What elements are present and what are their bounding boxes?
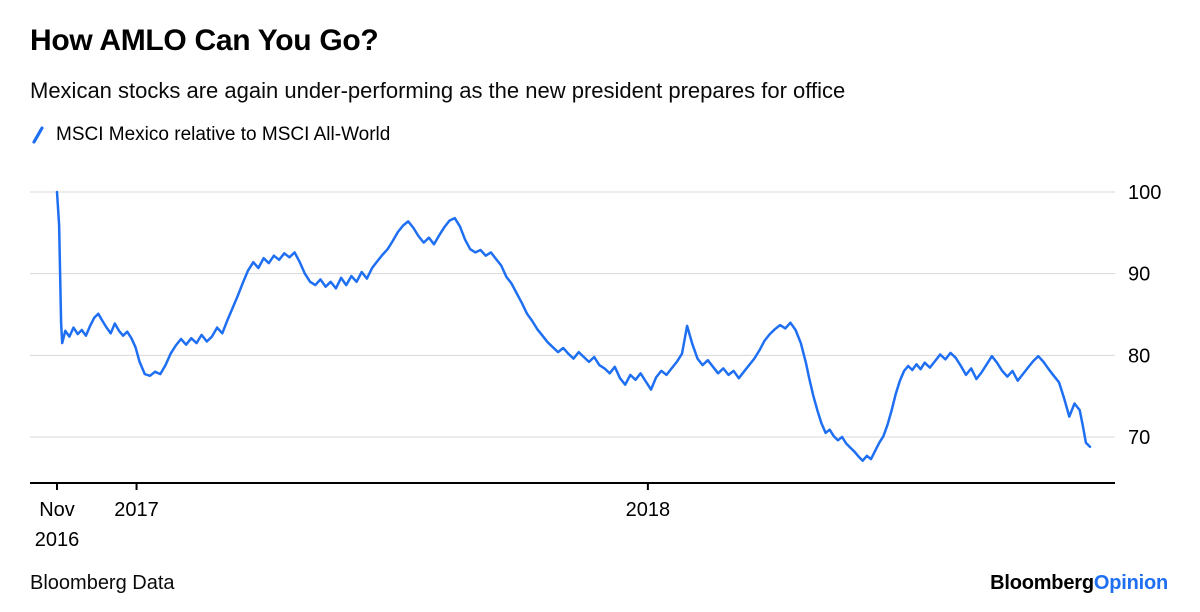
- y-axis-tick-label: 70: [1128, 427, 1150, 449]
- brand-bloomberg: Bloomberg: [990, 572, 1094, 594]
- x-axis-tick-label: 2016: [35, 529, 80, 551]
- y-axis-tick-label: 100: [1128, 182, 1161, 204]
- x-axis-tick-label: 2017: [114, 499, 159, 521]
- chart-title: How AMLO Can You Go?: [30, 24, 379, 57]
- brand-opinion: Opinion: [1093, 572, 1168, 594]
- y-axis-tick-label: 80: [1128, 345, 1150, 367]
- data-line: [55, 190, 1092, 462]
- y-axis-tick-label: 90: [1128, 264, 1150, 286]
- chart-svg: 100 90 80 70 Nov 2016 2017 2018: [30, 182, 1161, 551]
- legend-line-icon: [32, 126, 44, 144]
- chart-subtitle: Mexican stocks are again under-performin…: [30, 78, 846, 103]
- bloomberg-opinion-logo: BloombergOpinion: [990, 572, 1168, 595]
- source-label: Bloomberg Data: [30, 572, 175, 594]
- legend-label: MSCI Mexico relative to MSCI All-World: [56, 124, 391, 145]
- x-axis-tick-label: Nov: [39, 499, 75, 521]
- legend: MSCI Mexico relative to MSCI All-World: [30, 124, 390, 146]
- x-axis-tick-label: 2018: [626, 499, 671, 521]
